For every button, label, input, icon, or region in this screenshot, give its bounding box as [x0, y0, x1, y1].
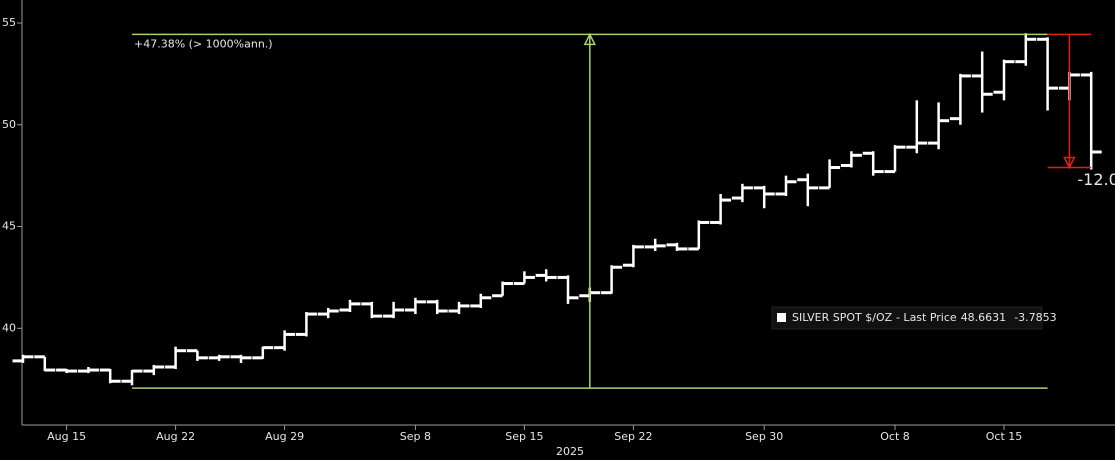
ohlc-bar	[56, 368, 78, 374]
ohlc-bar	[513, 271, 535, 286]
ohlc-bar	[535, 269, 557, 282]
x-tick-label: Sep 30	[745, 430, 783, 443]
ohlc-bar	[143, 364, 165, 376]
ohlc-bar	[361, 301, 383, 319]
ohlc-bar	[601, 265, 623, 295]
y-tick-label: 40	[2, 321, 16, 334]
ohlc-bar	[383, 301, 405, 319]
legend-text: SILVER SPOT $/OZ - Last Price 48.6631 -3.78…	[792, 311, 1057, 324]
legend-name: SILVER SPOT $/OZ	[792, 311, 893, 324]
ohlc-bar	[1080, 71, 1102, 170]
ohlc-bar	[753, 185, 775, 209]
annotation-label: +47.38% (> 1000%ann.)	[134, 37, 273, 50]
ohlc-bar	[557, 275, 579, 304]
ohlc-bar	[622, 244, 644, 268]
ohlc-bar	[906, 100, 928, 154]
ohlc-bar	[317, 307, 339, 319]
ohlc-bar	[710, 193, 732, 225]
arrow-head	[583, 32, 597, 46]
legend-change: -3.7853	[1014, 311, 1056, 324]
ohlc-bar	[688, 220, 710, 251]
x-tick-label: Oct 8	[880, 430, 910, 443]
ohlc-bar	[252, 346, 274, 360]
ohlc-bar	[644, 238, 666, 251]
x-tick-label: Sep 8	[400, 430, 431, 443]
x-tick-label: Aug 15	[47, 430, 86, 443]
legend-box	[771, 306, 1043, 330]
legend: SILVER SPOT $/OZ - Last Price 48.6631 -3.78…	[771, 306, 1057, 330]
ohlc-bar	[884, 145, 906, 174]
ohlc-bar	[775, 175, 797, 197]
ohlc-bar	[1015, 33, 1037, 66]
ohlc-bar	[731, 183, 753, 203]
x-tick-label: Aug 22	[156, 430, 195, 443]
y-tick-label: 50	[2, 118, 16, 131]
ohlc-bar	[404, 297, 426, 315]
ohlc-bar	[339, 299, 361, 313]
ohlc-bar	[274, 330, 296, 351]
annotation-label: -12.09%	[1077, 170, 1115, 189]
ohlc-bar	[186, 349, 208, 361]
ohlc-bar	[928, 102, 950, 150]
x-tick-label: Aug 29	[265, 430, 304, 443]
x-tick-label: Sep 22	[614, 430, 652, 443]
legend-label: - Last Price	[896, 311, 957, 324]
ohlc-bar	[230, 354, 252, 363]
ohlc-bar	[426, 299, 448, 315]
y-tick-label: 55	[2, 16, 16, 29]
ohlc-bar	[121, 369, 143, 386]
ohlc-bar	[99, 368, 121, 384]
ohlc-bar	[12, 354, 34, 363]
legend-swatch	[777, 313, 786, 322]
ohlc-bar	[840, 151, 862, 168]
ohlc-bar	[797, 173, 819, 207]
ohlc-bar	[77, 366, 99, 374]
x-tick-label: Oct 15	[986, 430, 1023, 443]
ohlc-bar	[295, 312, 317, 337]
ohlc-bar	[819, 159, 841, 190]
y-tick-label: 45	[2, 220, 16, 233]
x-tick-label: Sep 15	[505, 430, 543, 443]
ohlc-bar	[208, 354, 230, 361]
ohlc-bar	[971, 51, 993, 113]
legend-last-price: 48.6631	[961, 311, 1007, 324]
ohlc-bar	[666, 242, 688, 251]
ohlc-bar	[165, 346, 187, 370]
ohlc-bar	[862, 151, 884, 176]
ohlc-bar	[949, 73, 971, 125]
ohlc-bar	[993, 59, 1015, 101]
ohlc-bar	[1037, 37, 1059, 111]
ohlc-bar	[492, 281, 514, 298]
ohlc-bar	[448, 301, 470, 315]
arrow-head	[1063, 156, 1076, 170]
ohlc-bar	[34, 355, 56, 372]
ohlc-bar	[470, 293, 492, 308]
x-axis-label: 2025	[556, 445, 584, 458]
